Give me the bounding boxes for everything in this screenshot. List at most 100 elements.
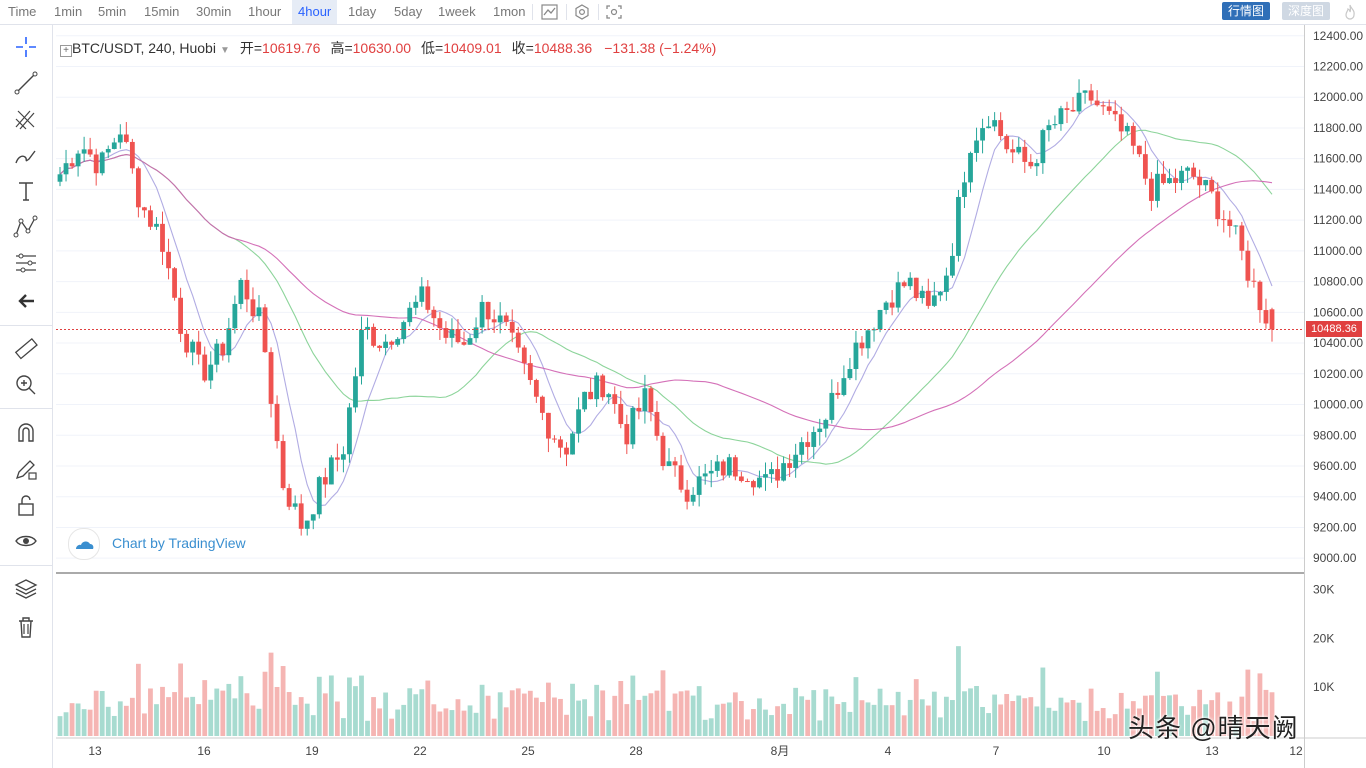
candle-body <box>226 328 232 356</box>
candle-body <box>1094 100 1100 106</box>
time-tick-label: 28 <box>629 744 643 758</box>
volume-bar <box>455 699 461 736</box>
timeframe-time[interactable]: Time <box>8 4 37 19</box>
crosshair-icon[interactable] <box>12 33 40 61</box>
volume-bar <box>93 690 99 736</box>
magnet-icon[interactable] <box>12 419 40 447</box>
candle-body <box>1191 167 1197 177</box>
trend-line-icon[interactable] <box>12 69 40 97</box>
candle-body <box>980 128 985 141</box>
lock-drawings-icon[interactable] <box>12 455 40 483</box>
candle-body <box>624 424 630 445</box>
candle-body <box>117 134 123 143</box>
volume-bar <box>1088 688 1094 736</box>
volume-bar <box>359 675 364 736</box>
candle-body <box>286 488 292 507</box>
timeframe-1day[interactable]: 1day <box>348 4 377 19</box>
prediction-icon[interactable] <box>12 249 40 277</box>
close-label: 收= <box>511 40 534 56</box>
price-tick-label: 12200.00 <box>1313 59 1363 73</box>
chart-type-icon[interactable] <box>540 3 560 21</box>
tab-depth-chart[interactable]: 深度图 <box>1282 2 1331 20</box>
candle-body <box>1161 173 1166 184</box>
indicators-icon[interactable] <box>572 3 592 21</box>
text-tool-icon[interactable] <box>12 177 40 205</box>
candle-body <box>1100 105 1106 107</box>
pitchfork-icon[interactable] <box>12 105 40 133</box>
candle-body <box>377 345 382 348</box>
volume-bar <box>865 702 871 736</box>
volume-bar <box>389 718 395 736</box>
candle-body <box>1233 225 1239 227</box>
candle-body <box>546 412 551 439</box>
volume-bar <box>787 714 793 736</box>
candle-body <box>781 463 786 481</box>
timeframe-1min[interactable]: 1min <box>54 4 83 19</box>
volume-bar <box>347 677 352 736</box>
toolbar-separator <box>566 4 567 20</box>
volume-bar <box>316 676 322 736</box>
zoom-in-icon[interactable] <box>12 371 40 399</box>
timeframe-1hour[interactable]: 1hour <box>248 4 282 19</box>
candle-body <box>142 207 147 211</box>
trash-icon[interactable] <box>12 613 40 641</box>
volume-bar <box>413 694 419 736</box>
volume-bar <box>594 684 600 736</box>
volume-bar <box>148 688 153 736</box>
chevron-down-icon[interactable]: ▼ <box>219 45 230 56</box>
volume-bar <box>461 710 467 736</box>
price-tick-label: 9400.00 <box>1313 490 1357 504</box>
volume-bar <box>624 704 630 736</box>
timeframe-1mon[interactable]: 1mon <box>493 4 526 19</box>
candle-body <box>1203 179 1209 186</box>
layers-icon[interactable] <box>12 575 40 603</box>
timeframe-5day[interactable]: 5day <box>394 4 423 19</box>
candle-body <box>1167 178 1172 184</box>
candle-body <box>642 388 648 412</box>
volume-bar <box>883 705 889 736</box>
brush-icon[interactable] <box>12 141 40 169</box>
candle-body <box>956 196 961 256</box>
tab-market-chart[interactable]: 行情图 <box>1222 2 1271 20</box>
candle-body <box>793 454 799 468</box>
back-arrow-icon[interactable] <box>12 287 40 315</box>
candle-body <box>202 354 208 381</box>
symbol-label[interactable]: BTC/USDT, 240, Huobi <box>72 40 216 56</box>
candle-body <box>256 307 262 317</box>
tradingview-attribution[interactable]: Chart by TradingView <box>68 528 258 560</box>
price-tick-label: 11600.00 <box>1313 152 1362 166</box>
volume-bar <box>672 693 678 736</box>
candle-body <box>606 394 612 398</box>
ruler-icon[interactable] <box>12 335 40 363</box>
candle-body <box>1010 149 1016 153</box>
fullscreen-icon[interactable] <box>604 3 624 21</box>
timeframe-30min[interactable]: 30min <box>196 4 232 19</box>
candle-body <box>1149 178 1154 201</box>
timeframe-1week[interactable]: 1week <box>438 4 476 19</box>
open-label: 开= <box>239 40 263 56</box>
timeframe-4hour[interactable]: 4hour <box>292 0 338 24</box>
plus-icon[interactable]: + <box>60 45 72 57</box>
volume-bar <box>763 709 768 736</box>
candle-body <box>298 503 304 529</box>
price-tick-label: 9600.00 <box>1313 459 1357 473</box>
candle-body <box>714 461 720 471</box>
timeframe-5min[interactable]: 5min <box>98 4 127 19</box>
candle-body <box>1040 130 1046 164</box>
candle-body <box>865 330 871 349</box>
candle-body <box>461 342 467 345</box>
volume-bar <box>515 688 521 736</box>
candle-body <box>262 307 268 353</box>
unlock-icon[interactable] <box>12 491 40 519</box>
volume-bar <box>81 709 87 736</box>
pattern-icon[interactable] <box>12 213 40 241</box>
volume-bar <box>286 692 292 736</box>
volume-bar <box>950 700 955 736</box>
candle-body <box>757 477 762 488</box>
eye-icon[interactable] <box>12 527 40 555</box>
candle-body <box>57 174 63 182</box>
timeframe-15min[interactable]: 15min <box>144 4 180 19</box>
candle-body <box>455 329 461 343</box>
candle-body <box>1215 191 1221 220</box>
